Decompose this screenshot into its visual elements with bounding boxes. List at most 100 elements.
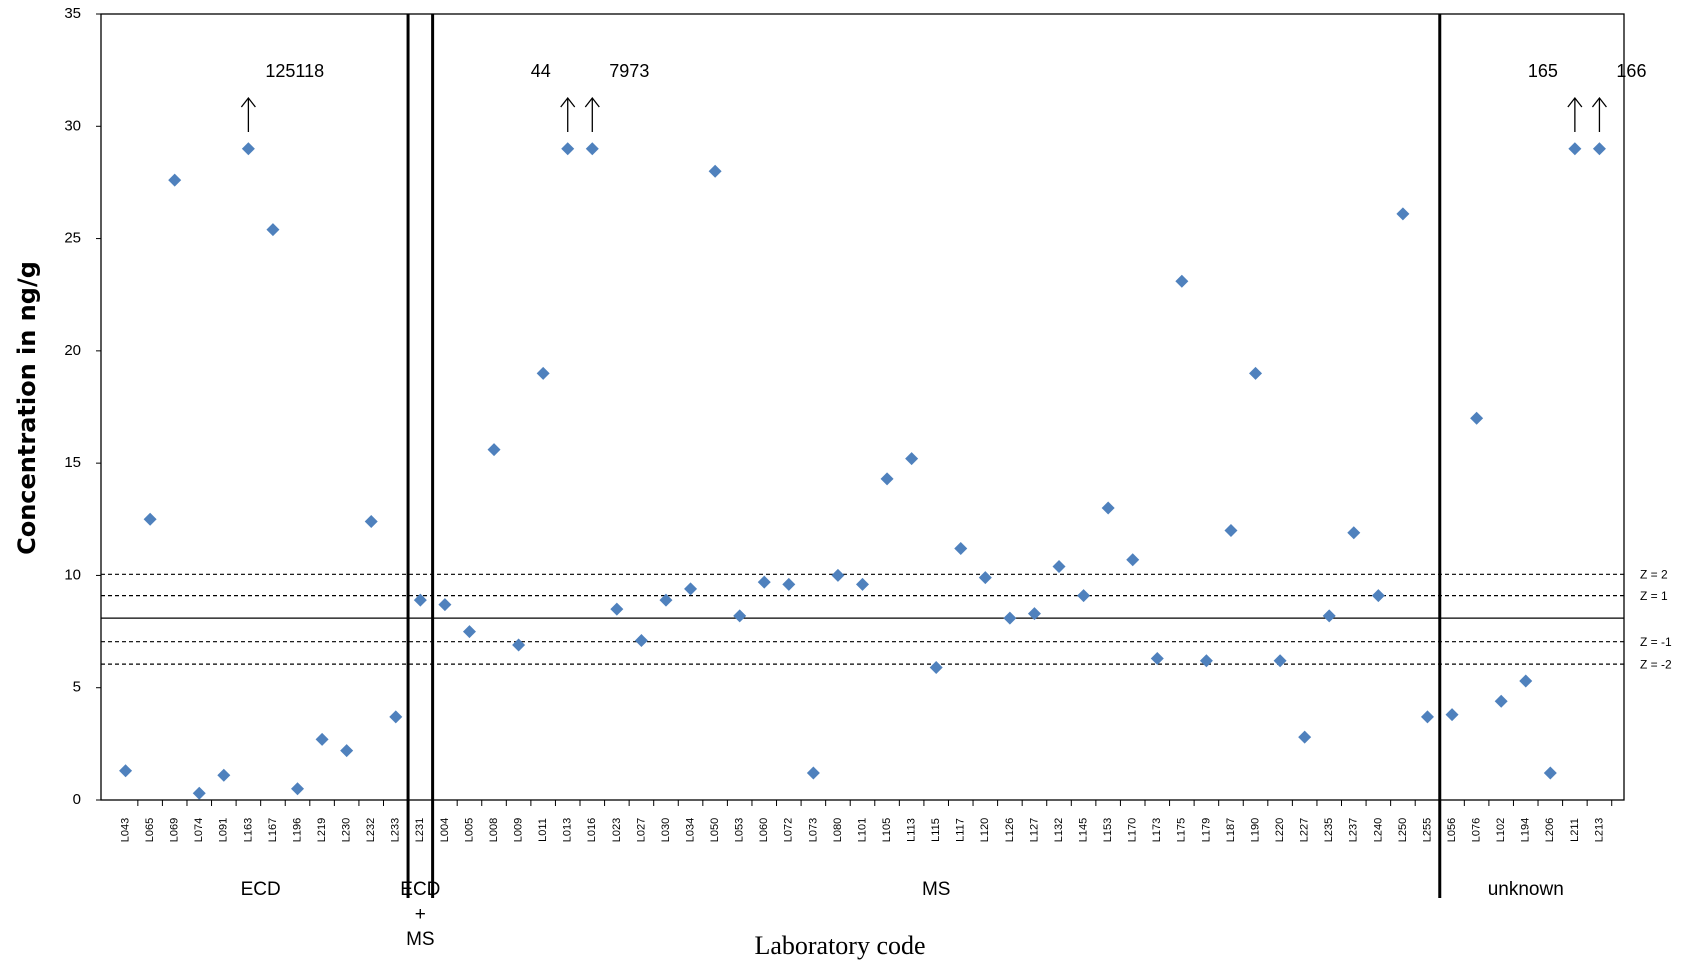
x-tick-label: L120 xyxy=(979,818,991,842)
x-tick-label: L190 xyxy=(1249,818,1261,842)
x-tick-label: L043 xyxy=(119,818,131,842)
x-tick-label: L187 xyxy=(1225,818,1237,842)
point xyxy=(782,577,796,591)
point xyxy=(462,625,476,639)
x-tick-label: L009 xyxy=(513,818,525,842)
x-tick-label: L179 xyxy=(1200,818,1212,842)
y-tick-label: 0 xyxy=(73,791,81,808)
point xyxy=(266,223,280,237)
point xyxy=(585,142,599,156)
group-label: + xyxy=(415,904,426,925)
x-tick-label: L230 xyxy=(341,818,353,842)
reference-label: Z = -1 xyxy=(1640,635,1672,649)
x-tick-label: L240 xyxy=(1372,818,1384,842)
x-tick-label: L074 xyxy=(193,818,205,842)
point xyxy=(1027,607,1041,621)
point xyxy=(438,598,452,612)
x-tick-label: L211 xyxy=(1569,818,1581,842)
x-axis-label: Laboratory code xyxy=(754,931,925,960)
group-label: unknown xyxy=(1488,879,1564,900)
point xyxy=(954,541,968,555)
x-tick-label: L255 xyxy=(1421,818,1433,842)
x-tick-label: L091 xyxy=(218,818,230,842)
x-tick-label: L102 xyxy=(1495,818,1507,842)
x-tick-label: L235 xyxy=(1323,818,1335,842)
annotation-arrowhead xyxy=(1567,96,1583,108)
point xyxy=(561,142,575,156)
point xyxy=(315,732,329,746)
point xyxy=(684,582,698,596)
annotation-label: 44 xyxy=(531,61,551,81)
y-tick-label: 15 xyxy=(64,454,81,471)
point xyxy=(487,443,501,457)
reference-label: Z = 2 xyxy=(1640,567,1668,581)
point xyxy=(1322,609,1336,623)
point xyxy=(1371,589,1385,603)
x-tick-label: L105 xyxy=(881,818,893,842)
point xyxy=(1224,524,1238,538)
point xyxy=(168,173,182,187)
x-tick-label: L073 xyxy=(807,818,819,842)
point xyxy=(929,661,943,675)
point xyxy=(806,766,820,780)
group-label: ECD xyxy=(400,879,440,900)
x-tick-label: L005 xyxy=(463,818,475,842)
point xyxy=(831,568,845,582)
point xyxy=(733,609,747,623)
point xyxy=(1568,142,1582,156)
x-tick-label: L170 xyxy=(1127,818,1139,842)
annotation-label: 165 xyxy=(1528,61,1558,81)
point xyxy=(1298,730,1312,744)
point xyxy=(1519,674,1533,688)
point xyxy=(192,786,206,800)
x-tick-label: L069 xyxy=(169,818,181,842)
group-label: ECD xyxy=(241,879,281,900)
x-tick-label: L153 xyxy=(1102,818,1114,842)
y-tick-label: 25 xyxy=(64,230,81,247)
x-tick-label: L004 xyxy=(439,818,451,842)
x-tick-label: L023 xyxy=(611,818,623,842)
x-tick-label: L126 xyxy=(1004,818,1016,842)
point xyxy=(1003,611,1017,625)
y-tick-label: 30 xyxy=(64,117,81,134)
x-tick-label: L076 xyxy=(1471,818,1483,842)
x-tick-label: L072 xyxy=(783,818,795,842)
point xyxy=(217,768,231,782)
point xyxy=(1420,710,1434,724)
y-axis-label: Concentration in ng/g xyxy=(13,261,41,555)
x-tick-label: L016 xyxy=(586,818,598,842)
x-tick-label: L080 xyxy=(832,818,844,842)
x-tick-label: L132 xyxy=(1053,818,1065,842)
x-tick-label: L167 xyxy=(267,818,279,842)
point xyxy=(1077,589,1091,603)
annotation-arrowhead xyxy=(240,96,256,108)
plot-frame xyxy=(100,13,1625,801)
x-tick-label: L034 xyxy=(684,818,696,842)
x-tick-label: L220 xyxy=(1274,818,1286,842)
x-tick-label: L227 xyxy=(1299,818,1311,842)
point xyxy=(512,638,526,652)
x-tick-label: L196 xyxy=(291,818,303,842)
x-tick-label: L117 xyxy=(955,818,967,842)
y-tick-label: 10 xyxy=(64,566,81,583)
group-label: MS xyxy=(406,929,435,950)
annotation-label: 7973 xyxy=(609,61,649,81)
x-tick-label: L127 xyxy=(1028,818,1040,842)
point xyxy=(389,710,403,724)
point xyxy=(143,512,157,526)
point xyxy=(978,571,992,585)
x-tick-label: L194 xyxy=(1520,818,1532,842)
point xyxy=(536,366,550,380)
point xyxy=(1052,559,1066,573)
point xyxy=(1249,366,1263,380)
point xyxy=(1347,526,1361,540)
point xyxy=(610,602,624,616)
x-tick-label: L050 xyxy=(709,818,721,842)
point xyxy=(708,164,722,178)
point xyxy=(1470,411,1484,425)
point xyxy=(291,782,305,796)
point xyxy=(1199,654,1213,668)
x-tick-label: L250 xyxy=(1397,818,1409,842)
annotation-label: 166 xyxy=(1616,61,1646,81)
